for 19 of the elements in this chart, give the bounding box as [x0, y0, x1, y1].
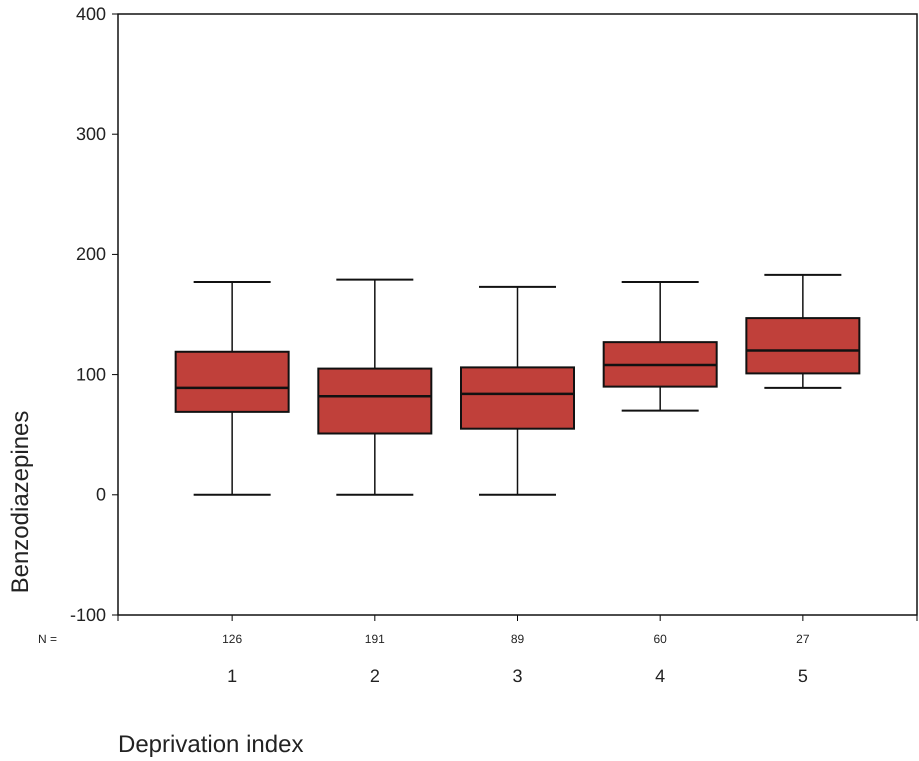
x-tick-label: 5	[798, 666, 808, 686]
x-tick-label: 1	[227, 666, 238, 686]
y-axis-title: Benzodiazepines	[7, 410, 34, 594]
x-tick-label: 2	[370, 666, 380, 686]
annotation: 126	[222, 632, 242, 646]
x-tick-label: 4	[655, 666, 666, 686]
annotation: 89	[510, 632, 524, 646]
x-tick-label: 3	[512, 666, 523, 686]
text: N =	[38, 632, 58, 646]
y-tick-label: 200	[76, 244, 106, 264]
annotation: 27	[796, 632, 810, 646]
y-tick-label: 300	[76, 124, 106, 144]
x-axis-title: Deprivation index	[118, 731, 304, 758]
annotation: 191	[364, 632, 386, 646]
y-tick-label: 100	[76, 364, 106, 384]
annotation: 60	[654, 632, 668, 646]
y-tick-label: 0	[96, 484, 106, 505]
y-tick-label: -100	[70, 604, 106, 625]
y-tick-label: 400	[76, 4, 106, 24]
